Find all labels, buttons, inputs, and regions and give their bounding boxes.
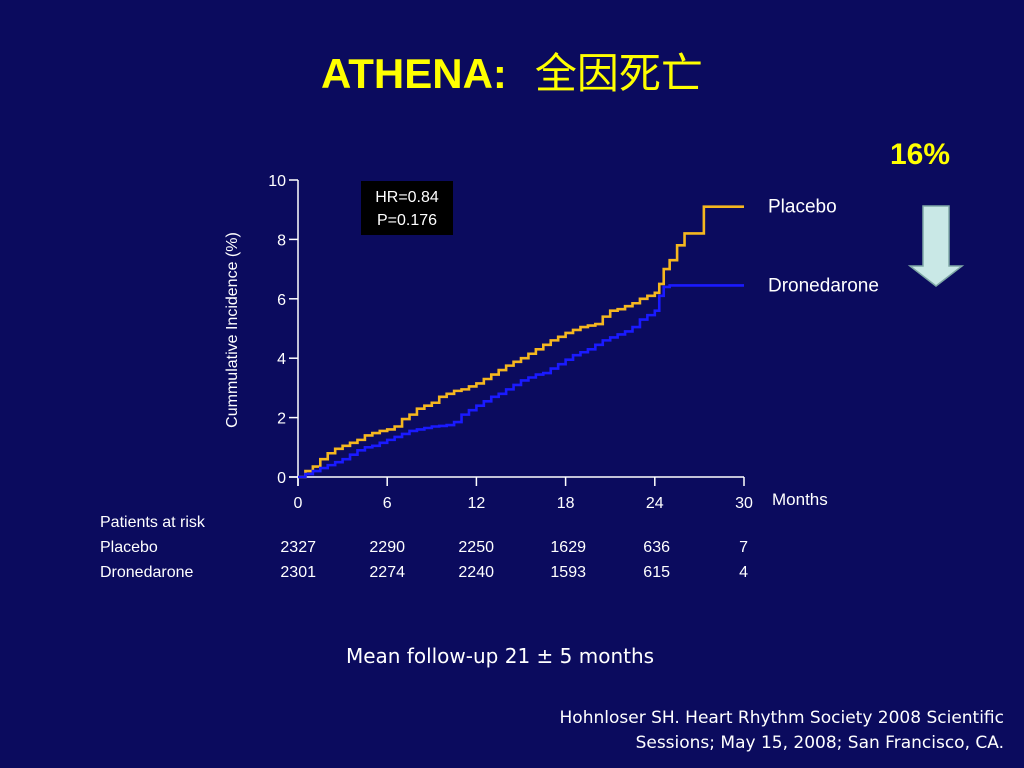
risk-row-placebo: Placebo 2327 2290 2250 1629 636 7 — [100, 539, 748, 557]
down-arrow-icon — [907, 205, 965, 287]
x-tick-label: 18 — [557, 495, 575, 512]
risk-cell: 615 — [643, 564, 670, 581]
risk-cell: 2250 — [458, 539, 494, 556]
title-text: ATHENA: — [321, 50, 507, 97]
y-tick-label: 4 — [277, 351, 286, 368]
followup-note: Mean follow-up 21 ± 5 months — [345, 644, 655, 668]
series-line-placebo — [298, 205, 744, 479]
risk-table-header: Patients at risk — [100, 514, 205, 531]
x-tick-label: 30 — [735, 495, 753, 512]
slide-title: ATHENA: 全因死亡 — [0, 40, 1024, 101]
series-label-dronedarone: Dronedarone — [768, 275, 879, 296]
risk-cell: 1629 — [550, 539, 586, 556]
citation: Hohnloser SH. Heart Rhythm Society 2008 … — [560, 706, 1004, 756]
y-tick-label: 6 — [277, 292, 286, 309]
hr-annotation-box — [361, 181, 453, 235]
risk-cell: 636 — [643, 539, 670, 556]
x-tick-label: 6 — [383, 495, 392, 512]
risk-cell: 2274 — [369, 564, 405, 581]
x-axis-label: Months — [772, 490, 828, 509]
citation-line-1: Hohnloser SH. Heart Rhythm Society 2008 … — [559, 708, 1004, 728]
y-tick-label: 2 — [277, 411, 286, 428]
risk-cell: 2290 — [369, 539, 405, 556]
title-chinese: 全因死亡 — [534, 49, 703, 98]
p-value: P=0.176 — [377, 212, 437, 229]
citation-line-2: Sessions; May 15, 2008; San Francisco, C… — [635, 733, 1004, 753]
y-tick-label: 8 — [277, 232, 286, 249]
x-tick-label: 0 — [294, 495, 303, 512]
series-line-dronedarone — [298, 284, 744, 479]
chart-series: Placebo Dronedarone — [298, 197, 879, 479]
risk-reduction-label: 16% — [890, 138, 951, 171]
risk-cell: 7 — [739, 539, 748, 556]
risk-row-dronedarone: Dronedarone 2301 2274 2240 1593 615 4 — [100, 564, 748, 582]
risk-row-label: Dronedarone — [100, 564, 194, 581]
y-tick-label: 0 — [277, 470, 286, 487]
risk-cell: 1593 — [550, 564, 586, 581]
risk-cell: 2301 — [280, 564, 316, 581]
risk-cell: 2240 — [458, 564, 494, 581]
y-axis-label: Cummulative Incidence (%) — [224, 232, 241, 428]
risk-row-label: Placebo — [100, 539, 158, 556]
risk-cell: 4 — [739, 564, 748, 581]
y-tick-label: 10 — [268, 173, 286, 190]
x-tick-label: 24 — [646, 495, 664, 512]
series-label-placebo: Placebo — [768, 197, 837, 218]
hr-annotation: HR=0.84 P=0.176 — [361, 181, 453, 235]
hr-value: HR=0.84 — [375, 189, 439, 206]
risk-cell: 2327 — [280, 539, 316, 556]
x-tick-label: 12 — [468, 495, 486, 512]
